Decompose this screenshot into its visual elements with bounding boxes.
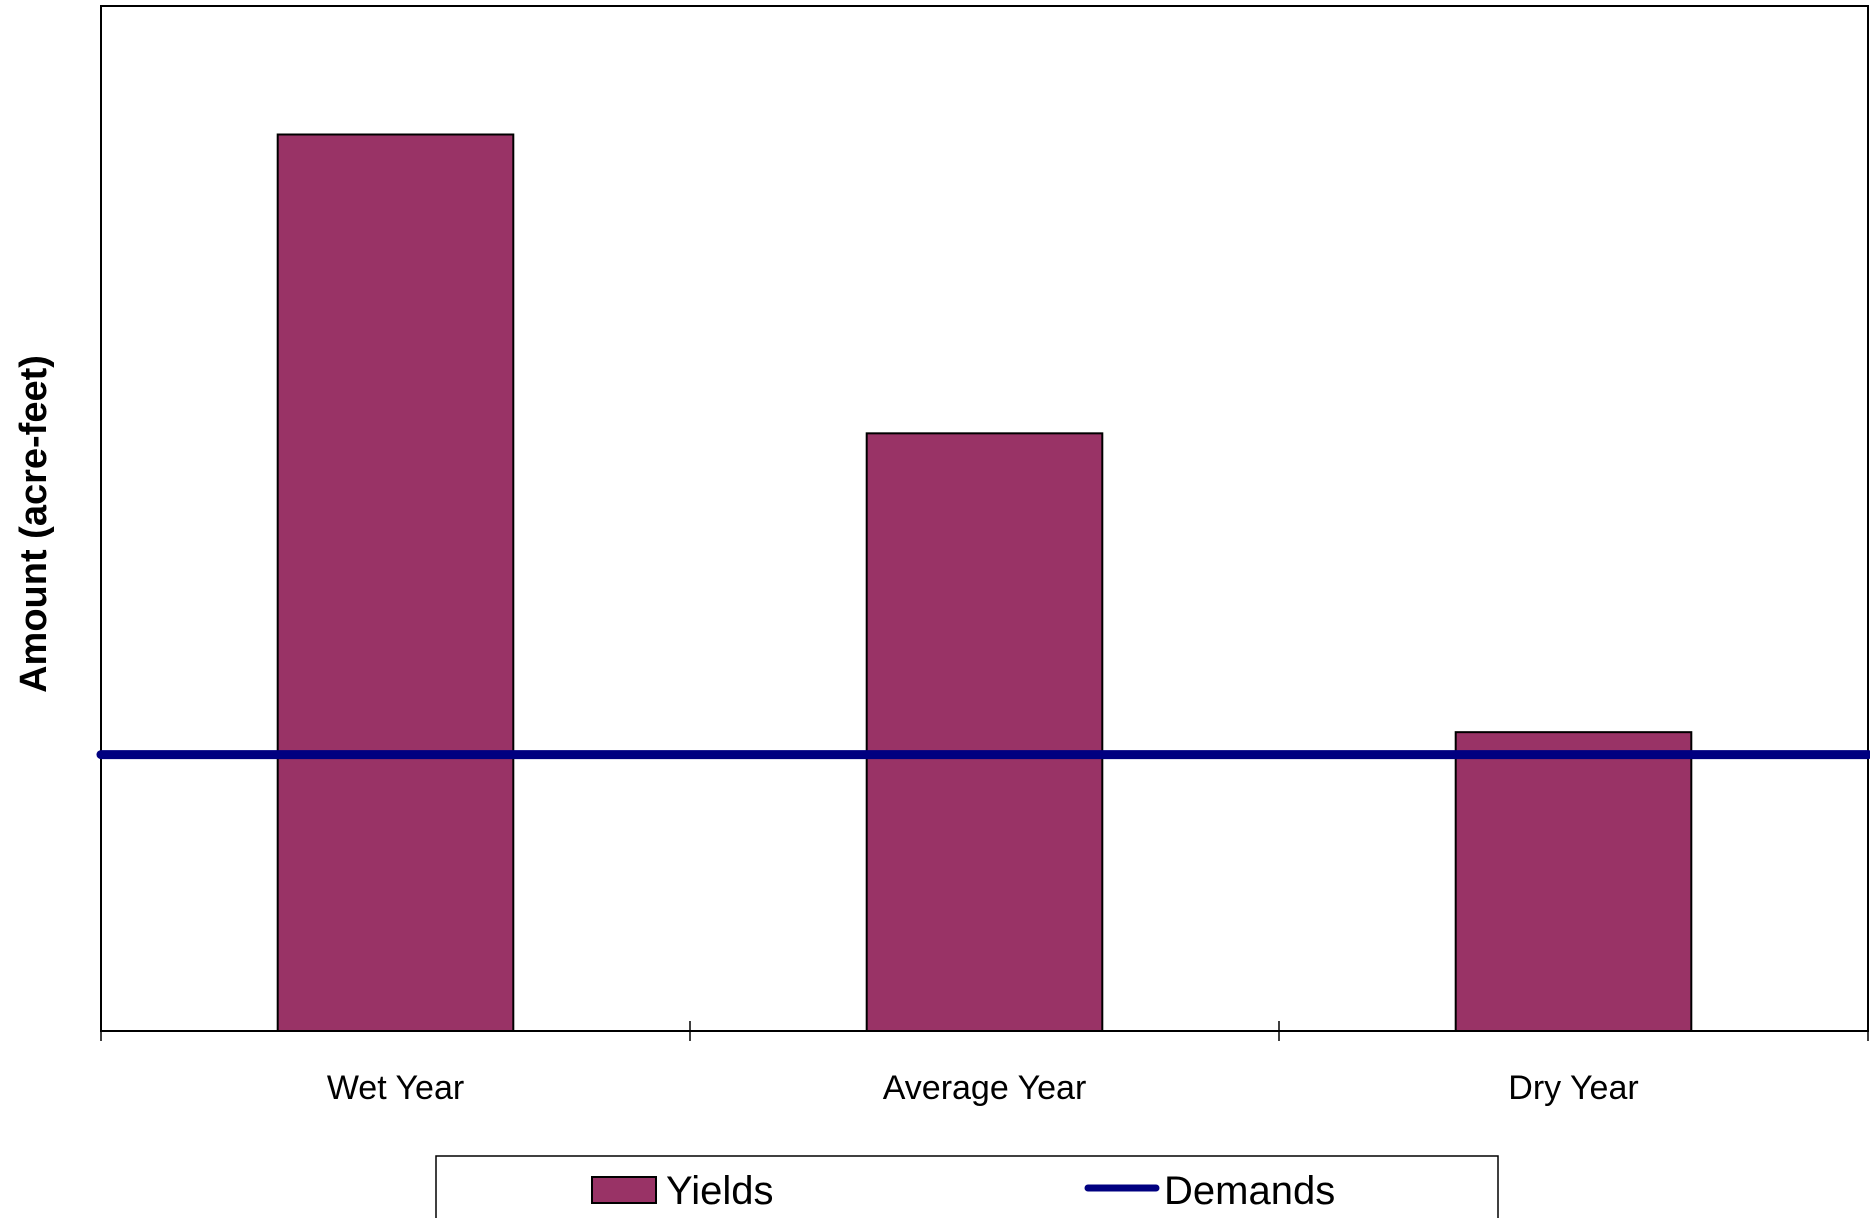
legend-label-yields: Yields	[666, 1169, 773, 1213]
bars-layer	[276, 133, 1693, 1033]
bar-dry-year	[1454, 731, 1693, 1033]
x-tick-label: Average Year	[883, 1069, 1087, 1107]
x-axis	[100, 1021, 1869, 1041]
x-tick-labels: Wet Year Average Year Dry Year	[327, 1069, 1639, 1107]
x-tick-label: Dry Year	[1508, 1069, 1638, 1107]
legend-swatch-yields	[591, 1176, 657, 1204]
bar-wet-year	[276, 133, 515, 1032]
y-axis-title: Amount (acre-feet)	[13, 355, 55, 693]
x-tick-label: Wet Year	[327, 1069, 464, 1107]
legend: Yields Demands	[435, 1155, 1499, 1223]
bar-average-year	[865, 432, 1104, 1033]
legend-label-demands: Demands	[1164, 1169, 1335, 1213]
